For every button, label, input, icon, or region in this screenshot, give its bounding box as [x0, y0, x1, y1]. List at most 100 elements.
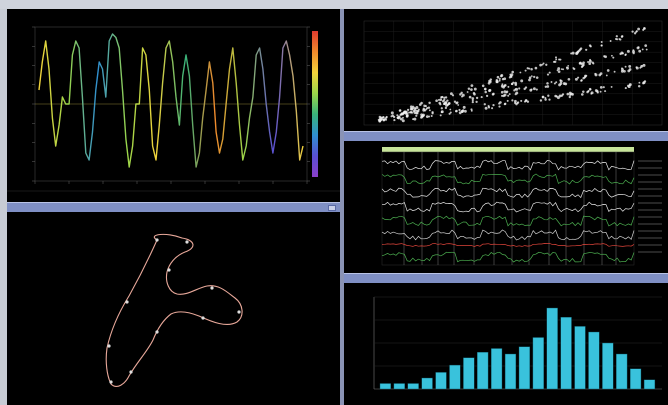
scatter-point	[443, 96, 446, 100]
scatter-point	[533, 75, 536, 79]
scatter-series	[393, 80, 647, 123]
scatter-point	[579, 61, 582, 65]
scatter-point	[545, 63, 548, 66]
scatter-point	[448, 112, 451, 115]
scatter-point	[399, 117, 403, 121]
scatter-point	[501, 78, 505, 81]
scatter-point	[555, 95, 558, 98]
scatter-point	[557, 70, 561, 73]
scatter-point	[449, 92, 453, 96]
scatter-point	[504, 102, 507, 105]
scatter-point	[621, 35, 624, 38]
channel-trace	[381, 159, 635, 171]
scatter-point	[500, 94, 504, 97]
channel-trace	[381, 173, 635, 185]
scatter-point	[642, 63, 646, 67]
scatter-point	[582, 61, 585, 65]
scatter-point	[410, 107, 414, 111]
scatter-point	[502, 94, 505, 98]
scatter-point	[567, 77, 571, 81]
scatter-point	[637, 27, 641, 31]
track-map-panel	[7, 212, 340, 405]
vertical-splitter[interactable]	[340, 9, 344, 405]
window-control-icon[interactable]	[328, 205, 336, 211]
scatter-point	[503, 83, 507, 87]
scatter-point	[390, 115, 393, 118]
scatter-point	[552, 60, 556, 63]
scatter-point	[600, 41, 603, 43]
scatter-point	[589, 45, 592, 48]
histogram-bar	[546, 307, 558, 390]
corner-marker	[125, 300, 129, 304]
scatter-point	[458, 111, 462, 115]
scatter-point	[590, 91, 594, 95]
scatter-point	[500, 90, 504, 94]
scatter-point	[399, 109, 402, 112]
scatter-point	[475, 96, 479, 100]
scatter-point	[555, 58, 558, 61]
scatter-point	[628, 68, 632, 71]
scatter-point	[602, 86, 605, 89]
scatter-point	[496, 75, 500, 79]
scatter-point	[627, 85, 631, 89]
scatter-point	[524, 69, 527, 72]
scatter-point	[484, 106, 488, 110]
scatter-point	[468, 95, 472, 99]
scatter-point	[562, 68, 565, 71]
scatter-point	[402, 116, 404, 119]
scatter-point	[566, 92, 570, 96]
scatter-point	[587, 90, 590, 92]
scatter-point	[556, 69, 559, 72]
scatter-point	[415, 106, 419, 109]
scatter-point	[518, 87, 521, 90]
histogram-bar	[518, 346, 531, 390]
scatter-point	[443, 103, 446, 106]
scatter-point	[447, 101, 451, 105]
scatter-point	[621, 52, 624, 55]
scatter-point	[475, 100, 478, 104]
scatter-point	[511, 99, 514, 102]
scatter-panel	[344, 9, 668, 131]
channel-trace	[381, 201, 635, 213]
scatter-point	[530, 67, 533, 71]
scatter-point	[588, 59, 592, 63]
scatter-point	[519, 71, 522, 74]
scatter-point	[638, 81, 641, 84]
scatter-point	[392, 115, 396, 119]
histogram-bar	[588, 331, 600, 390]
scatter-point	[460, 91, 463, 95]
scatter-point	[643, 80, 647, 83]
scatter-point	[449, 108, 452, 111]
scatter-point	[631, 30, 634, 33]
scatter-point	[492, 92, 495, 96]
scatter-point	[427, 106, 431, 109]
scatter-point	[539, 99, 543, 102]
scatter-point	[530, 75, 533, 78]
scatter-point	[599, 72, 603, 75]
scatter-point	[628, 64, 632, 68]
scatter-point	[446, 99, 449, 102]
histogram-titlebar[interactable]	[344, 273, 668, 283]
scatter-point	[577, 76, 580, 79]
scatter-point	[539, 63, 542, 67]
histogram-bar	[463, 357, 475, 390]
top-menu-bar	[0, 0, 668, 9]
scatter-point	[481, 84, 485, 88]
scatter-point	[616, 38, 619, 41]
scatter-point	[437, 98, 440, 101]
channel-trace	[381, 243, 635, 247]
scatter-point	[411, 111, 414, 114]
scatter-point	[385, 116, 388, 119]
scatter-point	[499, 101, 502, 104]
scatter-point	[422, 113, 425, 117]
scatter-point	[425, 115, 429, 118]
scatter-point	[420, 101, 423, 105]
scatter-point	[528, 78, 531, 82]
scatter-point	[466, 91, 469, 93]
strip-chart-titlebar[interactable]	[344, 131, 668, 141]
scatter-point	[505, 90, 509, 94]
scatter-point	[509, 74, 513, 78]
histogram-bar	[643, 379, 656, 390]
scatter-point	[445, 103, 449, 107]
track-map-titlebar[interactable]	[7, 202, 340, 212]
